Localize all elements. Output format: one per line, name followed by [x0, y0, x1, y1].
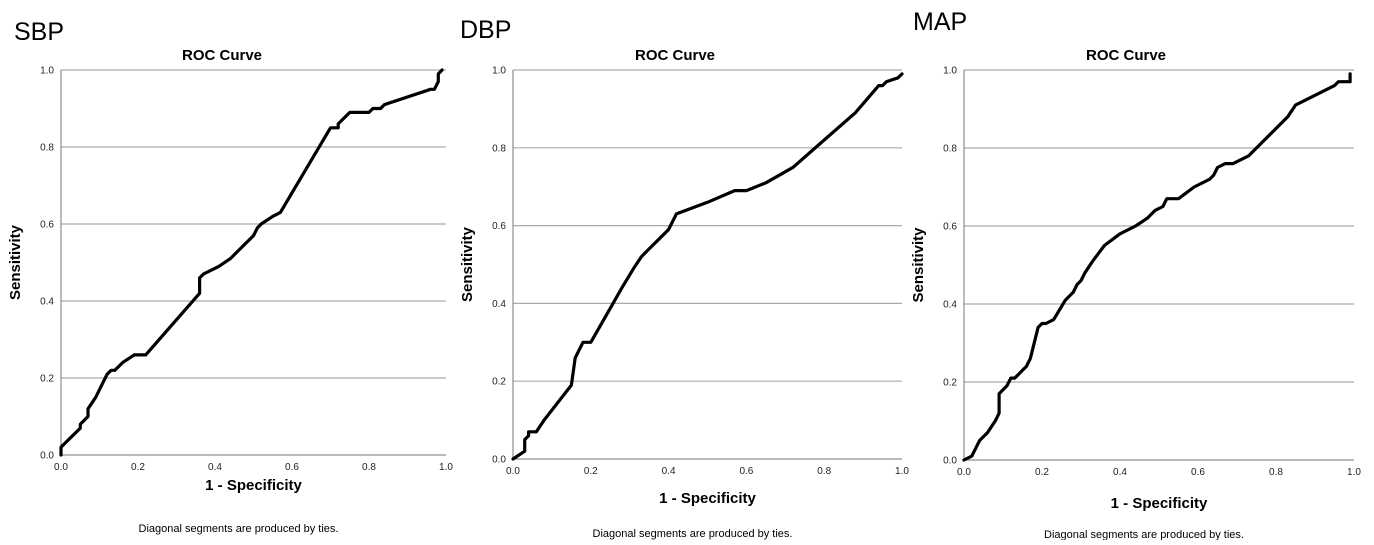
roc-panel-sbp: SBP ROC Curve 0.0 0.2 0.4 0.6 0.8 1.0 0.0 0.2 0.4 0…: [7, 18, 453, 535]
y-tick-label: 0.2: [40, 374, 54, 385]
chart-title: ROC Curve: [1086, 47, 1166, 64]
footnote: Diagonal segments are produced by ties.: [593, 528, 793, 540]
x-tick-label: 0.0: [54, 462, 68, 473]
x-axis-label: 1 - Specificity: [659, 490, 756, 507]
y-tick-label: 0.8: [943, 144, 957, 155]
x-tick-label: 0.4: [208, 462, 222, 473]
x-tick-label: 1.0: [1347, 467, 1361, 478]
y-axis-label: Sensitivity: [7, 224, 24, 300]
y-tick-label: 0.6: [943, 222, 957, 233]
x-tick-label: 0.2: [1035, 467, 1049, 478]
y-tick-label: 0.6: [492, 221, 506, 232]
y-tick-label: 0.0: [492, 455, 506, 466]
y-axis-label: Sensitivity: [910, 227, 927, 303]
x-axis-label: 1 - Specificity: [1111, 495, 1208, 512]
x-tick-label: 0.2: [131, 462, 145, 473]
x-tick-label: 0.8: [362, 462, 376, 473]
x-tick-label: 0.0: [957, 467, 971, 478]
panel-label: MAP: [913, 8, 967, 36]
roc-curve-line: [59, 68, 444, 457]
roc-panel-dbp: DBP ROC Curve 0.0 0.2 0.4 0.6 0.8 1.0 0.0 0.2 0.4 0…: [459, 16, 909, 540]
x-tick-label: 0.0: [506, 466, 520, 477]
y-tick-label: 0.4: [40, 297, 54, 308]
chart-title: ROC Curve: [635, 47, 715, 64]
roc-panels: SBP ROC Curve 0.0 0.2 0.4 0.6 0.8 1.0 0.0 0.2 0.4 0…: [7, 8, 1361, 541]
y-tick-label: 0.4: [943, 300, 957, 311]
roc-curve-line: [511, 72, 904, 461]
y-tick-label: 0.0: [943, 456, 957, 467]
x-tick-label: 0.6: [285, 462, 299, 473]
x-tick-label: 0.2: [584, 466, 598, 477]
x-tick-label: 0.8: [817, 466, 831, 477]
x-tick-label: 0.6: [1191, 467, 1205, 478]
y-tick-label: 0.8: [40, 143, 54, 154]
x-tick-label: 1.0: [439, 462, 453, 473]
y-tick-label: 0.2: [492, 377, 506, 388]
x-tick-label: 0.8: [1269, 467, 1283, 478]
roc-panel-map: MAP ROC Curve 0.0 0.2 0.4 0.6 0.8 1.0 0.0 0.2 0.4 0…: [910, 8, 1361, 541]
x-tick-label: 0.4: [662, 466, 676, 477]
y-axis-label: Sensitivity: [459, 226, 476, 302]
roc-curve-line: [962, 72, 1352, 462]
x-tick-label: 0.6: [739, 466, 753, 477]
footnote: Diagonal segments are produced by ties.: [139, 523, 339, 535]
y-tick-label: 0.6: [40, 220, 54, 231]
panel-label: DBP: [460, 16, 511, 44]
y-tick-label: 0.8: [492, 143, 506, 154]
y-tick-label: 1.0: [943, 66, 957, 77]
y-tick-label: 1.0: [40, 66, 54, 77]
footnote: Diagonal segments are produced by ties.: [1044, 529, 1244, 540]
y-tick-label: 0.0: [40, 451, 54, 462]
x-tick-label: 0.4: [1113, 467, 1127, 478]
y-tick-label: 0.4: [492, 299, 506, 310]
x-axis-label: 1 - Specificity: [205, 477, 302, 494]
panel-label: SBP: [14, 18, 64, 46]
chart-title: ROC Curve: [182, 47, 262, 64]
y-tick-label: 0.2: [943, 378, 957, 389]
x-tick-label: 1.0: [895, 466, 909, 477]
y-tick-label: 1.0: [492, 66, 506, 77]
